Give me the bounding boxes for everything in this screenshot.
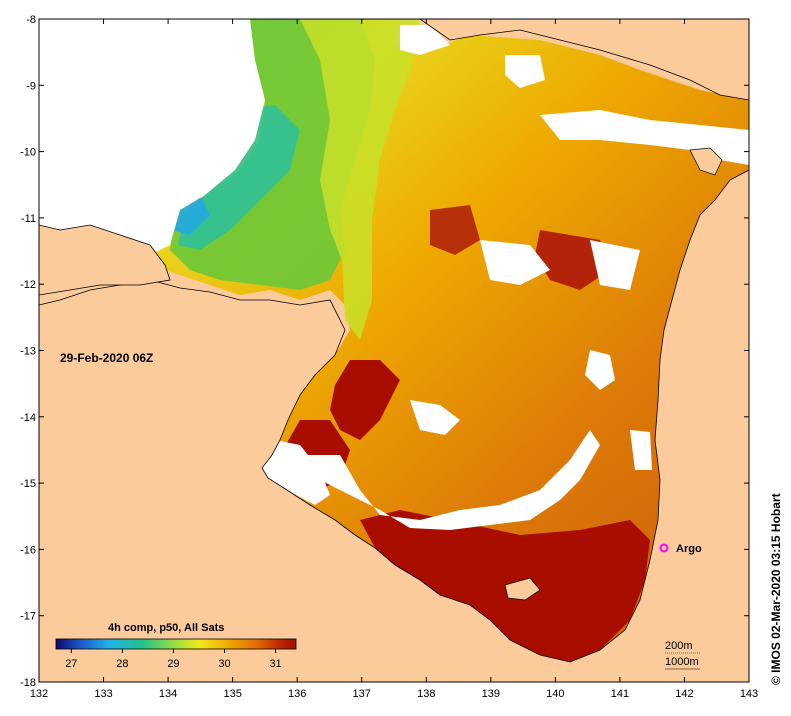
- island: [504, 577, 541, 601]
- lat-tick-label: -18: [20, 677, 36, 689]
- legend-colorbar: [55, 638, 297, 650]
- legend-tick-label: 29: [167, 658, 179, 670]
- lon-tick-label: 137: [353, 688, 371, 700]
- cloud-mask: [300, 430, 600, 530]
- cloud-mask: [585, 350, 615, 390]
- cloud-mask: [590, 240, 640, 290]
- contour-legend: 200m 1000m: [665, 640, 700, 670]
- lat-tick-label: -8: [26, 14, 36, 26]
- hot-water: [430, 205, 480, 255]
- date-label: 29-Feb-2020 06Z: [60, 351, 153, 365]
- color-legend: 4h comp, p50, All Sats 27 28 29 30 31: [55, 622, 297, 670]
- lon-tick-label: 141: [611, 688, 629, 700]
- legend-ticks: 27 28 29 30 31: [65, 649, 282, 670]
- lon-tick-label: 133: [94, 688, 112, 700]
- cloud-mask: [262, 440, 330, 505]
- cloud-mask: [630, 430, 652, 470]
- latitude-axis: -8 -9 -10 -11 -12 -13 -14 -15 -16 -17 -18: [20, 14, 749, 689]
- argo-icon: [659, 543, 669, 553]
- contour-shallow: 200m: [665, 640, 693, 652]
- cloud-mask: [39, 19, 265, 255]
- cloud-mask: [480, 240, 550, 285]
- northwest-land: [39, 224, 171, 296]
- lon-tick-label: 132: [30, 688, 48, 700]
- legend-tick-label: 27: [65, 658, 77, 670]
- lon-tick-label: 136: [288, 688, 306, 700]
- new-guinea-land: [419, 19, 749, 101]
- lat-tick-label: -12: [20, 279, 36, 291]
- cloud-mask: [410, 400, 460, 435]
- argo-marker[interactable]: Argo: [659, 543, 702, 555]
- lat-tick-label: -17: [20, 611, 36, 623]
- argo-label: Argo: [676, 543, 702, 555]
- lon-tick-label: 135: [223, 688, 241, 700]
- australia-landmass: [39, 169, 749, 682]
- lat-tick-label: -13: [20, 346, 36, 358]
- hot-water: [330, 360, 400, 440]
- lon-tick-label: 143: [740, 688, 758, 700]
- coastal-island: [689, 147, 723, 176]
- credit-label: © IMOS 02-Mar-2020 03:15 Hobart: [769, 493, 783, 685]
- legend-tick-label: 28: [116, 658, 128, 670]
- legend-tick-label: 30: [218, 658, 230, 670]
- longitude-axis: 132 133 134 135 136 137 138 139 140 141 142 143: [30, 19, 758, 700]
- lat-tick-label: -14: [20, 412, 36, 424]
- lon-tick-label: 140: [546, 688, 564, 700]
- cloud-mask: [400, 25, 450, 55]
- lat-tick-label: -9: [26, 80, 36, 92]
- legend-title: 4h comp, p50, All Sats: [108, 622, 224, 634]
- lat-tick-label: -10: [20, 147, 36, 159]
- cloud-mask: [505, 55, 545, 88]
- lime-band: [300, 19, 420, 340]
- legend-tick-label: 31: [269, 658, 281, 670]
- lat-tick-label: -15: [20, 478, 36, 490]
- map-body: [39, 19, 749, 682]
- lon-tick-label: 138: [417, 688, 435, 700]
- contour-deep: 1000m: [665, 656, 699, 668]
- lat-tick-label: -11: [21, 213, 36, 225]
- lat-tick-label: -16: [20, 544, 36, 556]
- lon-tick-label: 142: [675, 688, 693, 700]
- lon-tick-label: 134: [159, 688, 177, 700]
- lon-tick-label: 139: [482, 688, 500, 700]
